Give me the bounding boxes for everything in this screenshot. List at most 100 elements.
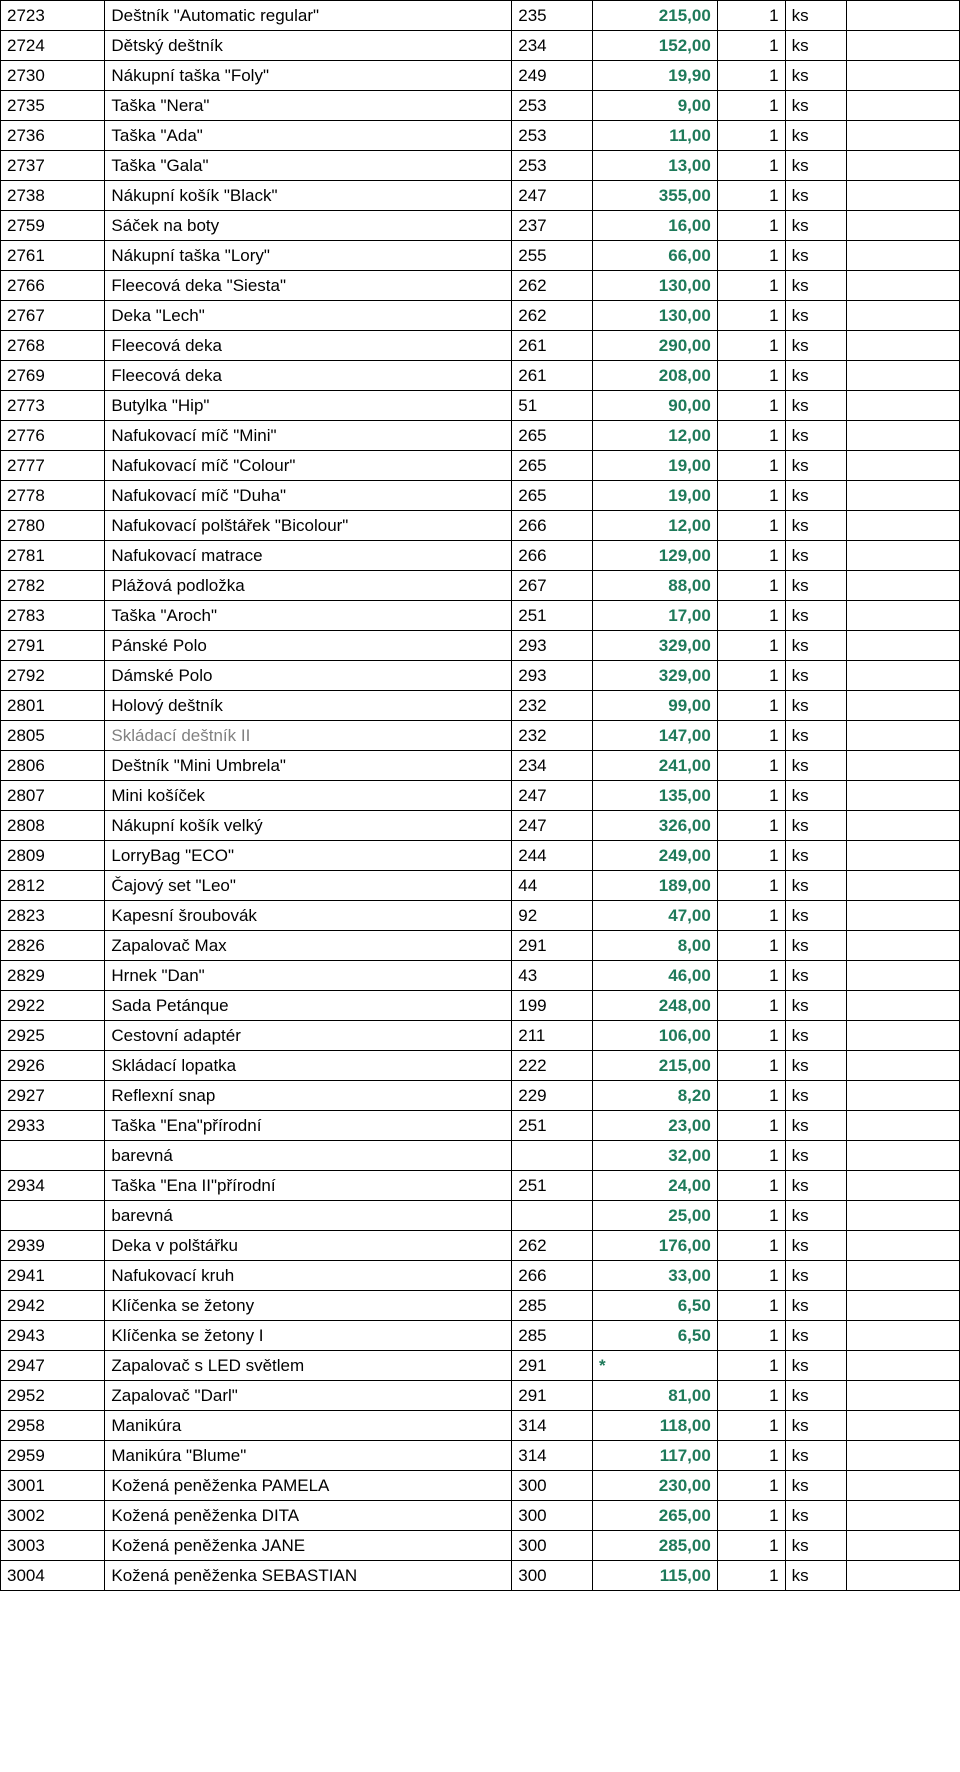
cell-code: 2801 xyxy=(1,691,105,721)
table-row: 2933Taška "Ena"přírodní25123,001ks xyxy=(1,1111,960,1141)
cell-qty: 1 xyxy=(717,1321,785,1351)
cell-name: Kožená peněženka PAMELA xyxy=(105,1471,512,1501)
cell-code: 2761 xyxy=(1,241,105,271)
cell-code: 2922 xyxy=(1,991,105,1021)
cell-extra xyxy=(846,1321,959,1351)
cell-price: 290,00 xyxy=(592,331,717,361)
cell-code: 2783 xyxy=(1,601,105,631)
cell-qty: 1 xyxy=(717,631,785,661)
cell-unit: ks xyxy=(785,361,846,391)
cell-qty: 1 xyxy=(717,151,785,181)
cell-extra xyxy=(846,451,959,481)
cell-qty: 1 xyxy=(717,1261,785,1291)
cell-category: 261 xyxy=(512,331,593,361)
cell-name: Kožená peněženka JANE xyxy=(105,1531,512,1561)
cell-code: 2933 xyxy=(1,1111,105,1141)
table-row: 2809LorryBag "ECO"244249,001ks xyxy=(1,841,960,871)
cell-name: Deštník "Mini Umbrela" xyxy=(105,751,512,781)
cell-category: 251 xyxy=(512,1171,593,1201)
cell-name: Manikúra xyxy=(105,1411,512,1441)
cell-qty: 1 xyxy=(717,1051,785,1081)
cell-category: 44 xyxy=(512,871,593,901)
cell-name: Mini košíček xyxy=(105,781,512,811)
cell-name: Zapalovač Max xyxy=(105,931,512,961)
cell-price: * xyxy=(592,1351,717,1381)
cell-extra xyxy=(846,631,959,661)
cell-code: 3002 xyxy=(1,1501,105,1531)
cell-extra xyxy=(846,1231,959,1261)
cell-name: Cestovní adaptér xyxy=(105,1021,512,1051)
cell-qty: 1 xyxy=(717,121,785,151)
price-table: 2723Deštník "Automatic regular"235215,00… xyxy=(0,0,960,1591)
cell-name: Klíčenka se žetony I xyxy=(105,1321,512,1351)
cell-extra xyxy=(846,841,959,871)
cell-category: 234 xyxy=(512,31,593,61)
cell-price: 90,00 xyxy=(592,391,717,421)
cell-unit: ks xyxy=(785,571,846,601)
cell-unit: ks xyxy=(785,481,846,511)
cell-price: 135,00 xyxy=(592,781,717,811)
cell-unit: ks xyxy=(785,31,846,61)
cell-code: 2738 xyxy=(1,181,105,211)
cell-name: Čajový set "Leo" xyxy=(105,871,512,901)
table-row: 2776Nafukovací míč "Mini"26512,001ks xyxy=(1,421,960,451)
cell-extra xyxy=(846,601,959,631)
cell-category: 265 xyxy=(512,451,593,481)
cell-name: Dětský deštník xyxy=(105,31,512,61)
cell-name: barevná xyxy=(105,1201,512,1231)
table-row: 2780Nafukovací polštářek "Bicolour"26612… xyxy=(1,511,960,541)
table-row: 2941Nafukovací kruh26633,001ks xyxy=(1,1261,960,1291)
cell-extra xyxy=(846,1111,959,1141)
table-row: 2934Taška "Ena II"přírodní25124,001ks xyxy=(1,1171,960,1201)
cell-price: 32,00 xyxy=(592,1141,717,1171)
cell-code: 2942 xyxy=(1,1291,105,1321)
cell-qty: 1 xyxy=(717,601,785,631)
cell-price: 326,00 xyxy=(592,811,717,841)
cell-unit: ks xyxy=(785,1,846,31)
cell-name: Taška "Ena II"přírodní xyxy=(105,1171,512,1201)
cell-qty: 1 xyxy=(717,391,785,421)
cell-qty: 1 xyxy=(717,181,785,211)
cell-code: 2781 xyxy=(1,541,105,571)
cell-name: Nákupní košík "Black" xyxy=(105,181,512,211)
table-row: 2768Fleecová deka261290,001ks xyxy=(1,331,960,361)
cell-price: 13,00 xyxy=(592,151,717,181)
cell-category: 232 xyxy=(512,691,593,721)
cell-code: 2769 xyxy=(1,361,105,391)
cell-name: Nafukovací míč "Duha" xyxy=(105,481,512,511)
cell-unit: ks xyxy=(785,1291,846,1321)
cell-code: 2766 xyxy=(1,271,105,301)
cell-extra xyxy=(846,691,959,721)
cell-unit: ks xyxy=(785,241,846,271)
cell-unit: ks xyxy=(785,991,846,1021)
table-row: 2927Reflexní snap2298,201ks xyxy=(1,1081,960,1111)
cell-qty: 1 xyxy=(717,301,785,331)
table-row: 2829Hrnek "Dan"4346,001ks xyxy=(1,961,960,991)
cell-name: Taška "Nera" xyxy=(105,91,512,121)
cell-price: 47,00 xyxy=(592,901,717,931)
cell-price: 265,00 xyxy=(592,1501,717,1531)
cell-qty: 1 xyxy=(717,1201,785,1231)
table-row: 2808Nákupní košík velký247326,001ks xyxy=(1,811,960,841)
cell-qty: 1 xyxy=(717,871,785,901)
cell-unit: ks xyxy=(785,631,846,661)
cell-code: 2941 xyxy=(1,1261,105,1291)
cell-extra xyxy=(846,781,959,811)
cell-category: 262 xyxy=(512,1231,593,1261)
cell-name: Hrnek "Dan" xyxy=(105,961,512,991)
cell-category: 244 xyxy=(512,841,593,871)
cell-code: 2808 xyxy=(1,811,105,841)
cell-qty: 1 xyxy=(717,361,785,391)
cell-qty: 1 xyxy=(717,331,785,361)
table-row: 2730Nákupní taška "Foly"24919,901ks xyxy=(1,61,960,91)
cell-unit: ks xyxy=(785,1261,846,1291)
table-row: 2926Skládací lopatka222215,001ks xyxy=(1,1051,960,1081)
cell-extra xyxy=(846,871,959,901)
cell-price: 241,00 xyxy=(592,751,717,781)
table-row: 2723Deštník "Automatic regular"235215,00… xyxy=(1,1,960,31)
cell-category: 234 xyxy=(512,751,593,781)
cell-code: 3003 xyxy=(1,1531,105,1561)
cell-code: 2776 xyxy=(1,421,105,451)
cell-qty: 1 xyxy=(717,1141,785,1171)
cell-category: 251 xyxy=(512,1111,593,1141)
